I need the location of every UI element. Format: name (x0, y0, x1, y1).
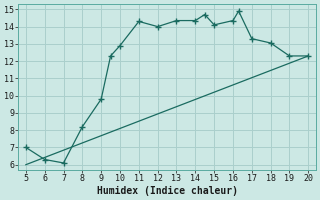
X-axis label: Humidex (Indice chaleur): Humidex (Indice chaleur) (97, 186, 237, 196)
